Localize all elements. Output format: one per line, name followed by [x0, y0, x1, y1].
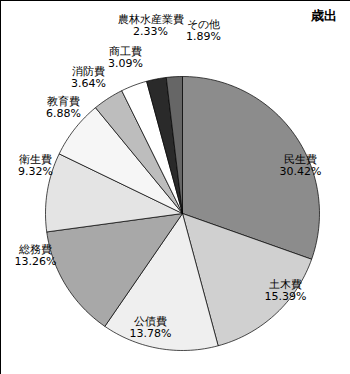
svg-text:歳出: 歳出 [310, 8, 337, 23]
svg-text:消防費3.64%: 消防費3.64% [71, 65, 106, 90]
svg-text:土木費15.39%: 土木費15.39% [265, 278, 307, 303]
svg-text:衛生費9.32%: 衛生費9.32% [18, 153, 53, 178]
svg-text:公債費13.78%: 公債費13.78% [130, 315, 172, 340]
svg-text:農林水産業費2.33%: 農林水産業費2.33% [118, 13, 184, 38]
svg-text:その他1.89%: その他1.89% [186, 18, 221, 43]
svg-text:民生費30.42%: 民生費30.42% [280, 153, 322, 178]
svg-text:総務費13.26%: 総務費13.26% [15, 243, 57, 268]
svg-text:教育費6.88%: 教育費6.88% [46, 95, 81, 120]
svg-text:商工費3.09%: 商工費3.09% [108, 45, 143, 70]
